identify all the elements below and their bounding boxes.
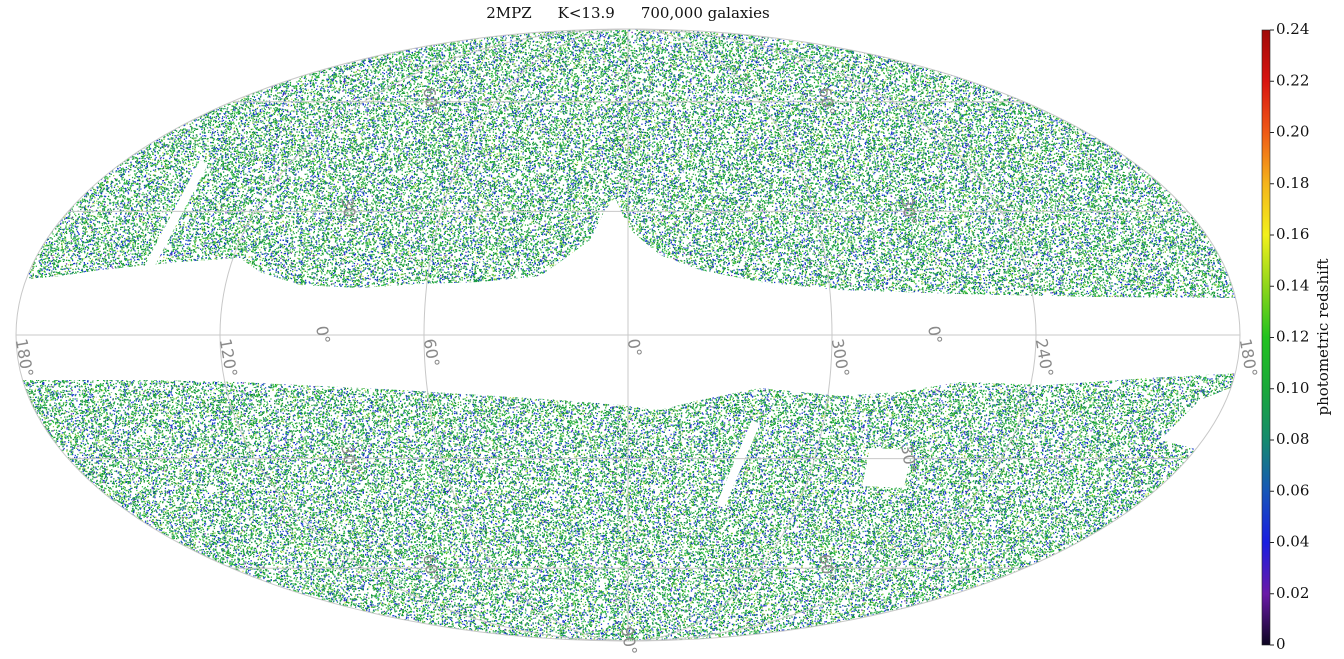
colorbar: 0 0.02 0.04 0.06 0.08 0.10 0.12 0.14 0.16 0.18 0.2…: [1262, 20, 1332, 653]
colorbar-tick-label: 0.10: [1276, 379, 1309, 397]
colorbar-tick-label: 0.08: [1276, 430, 1309, 448]
sky-map: 180°120°60°0°300°240°180°60°60°30°30°0°0…: [0, 0, 1344, 655]
colorbar-tick-label: 0.16: [1276, 225, 1309, 243]
colorbar-tick-label: 0.18: [1276, 174, 1309, 192]
title-part: 700,000 galaxies: [641, 4, 770, 22]
galaxy-layer: [0, 0, 1260, 655]
colorbar-tick-label: 0.12: [1276, 328, 1309, 346]
colorbar-tick-label: 0.24: [1276, 20, 1309, 38]
colorbar-tick-label: 0.14: [1276, 276, 1309, 294]
title-part: 2MPZ: [486, 4, 531, 22]
colorbar-tick-label: 0.06: [1276, 481, 1309, 499]
colorbar-tick-label: 0.02: [1276, 584, 1309, 602]
colorbar-label: photometric redshift: [1314, 258, 1332, 415]
colorbar-tick-label: 0.22: [1276, 71, 1309, 89]
galaxy-field: [0, 0, 1260, 655]
title-part: K<13.9: [558, 4, 615, 22]
colorbar-tick-label: 0: [1276, 635, 1286, 653]
colorbar-tick-label: 0.20: [1276, 123, 1309, 141]
colorbar-tick-label: 0.04: [1276, 533, 1309, 551]
lon-label: 0°: [624, 337, 646, 358]
lat-label: 0°: [312, 324, 334, 345]
colorbar-fill: [1262, 30, 1270, 645]
lat-label: 0°: [924, 324, 946, 345]
